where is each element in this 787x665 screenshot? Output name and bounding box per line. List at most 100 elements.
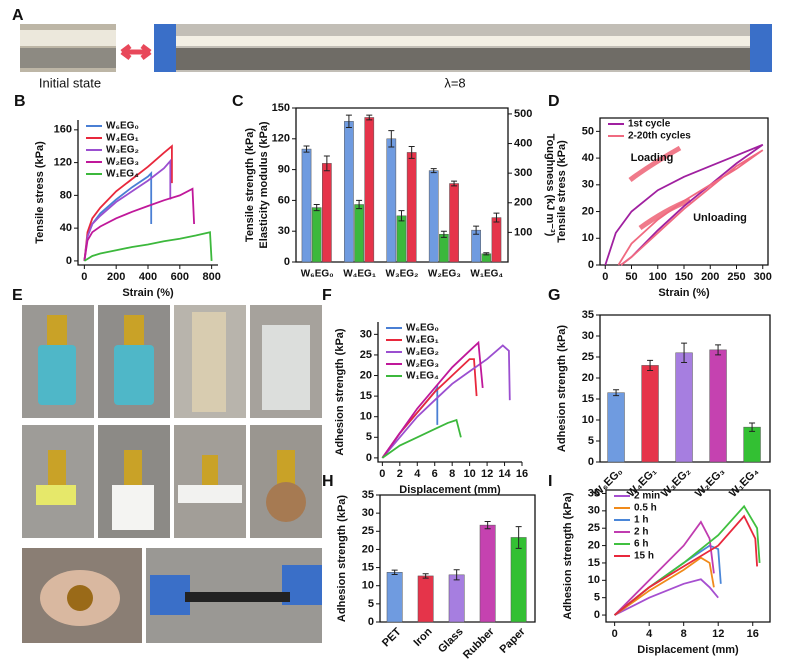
data-line bbox=[381, 418, 462, 459]
bar bbox=[406, 152, 417, 263]
x-tick-label: 12 bbox=[481, 468, 493, 480]
error-bar bbox=[484, 520, 491, 530]
y-tick-label: 30 bbox=[588, 505, 600, 517]
bar bbox=[448, 574, 465, 623]
x-tick-label: 800 bbox=[202, 271, 220, 283]
y-tick-label: 30 bbox=[360, 328, 372, 340]
tube bbox=[192, 312, 226, 412]
foam bbox=[112, 485, 154, 530]
legend-label: W₁EG₄ bbox=[106, 169, 139, 180]
x-tick-label: W₆EG₀ bbox=[301, 269, 334, 280]
bar bbox=[709, 349, 727, 463]
y-tick-label: 120 bbox=[272, 133, 290, 145]
y-tick-label: 90 bbox=[278, 164, 290, 176]
error-bar bbox=[453, 569, 460, 581]
error-bar bbox=[749, 422, 756, 432]
panel-label: D bbox=[548, 93, 560, 110]
bar bbox=[743, 426, 761, 463]
x-tick-label: W₁EG₄ bbox=[470, 269, 503, 280]
y-tick-label: 5 bbox=[368, 598, 374, 610]
x-tick-label: Glass bbox=[436, 626, 466, 656]
ruler bbox=[154, 48, 772, 70]
error-bar bbox=[391, 569, 398, 575]
error-bar bbox=[483, 252, 490, 256]
data-line bbox=[614, 514, 758, 616]
x-tick-label: 50 bbox=[625, 271, 637, 283]
data-line bbox=[83, 144, 173, 261]
y-tick-label: 120 bbox=[54, 157, 72, 169]
y2-tick-label: 200 bbox=[514, 197, 532, 209]
x-tick-label: Iron bbox=[411, 625, 434, 648]
cylinder bbox=[202, 455, 218, 485]
legend-label: W₁EG₄ bbox=[406, 371, 439, 382]
axis bbox=[599, 117, 769, 266]
arrow bbox=[120, 44, 152, 60]
x-axis-label: Displacement (mm) bbox=[637, 644, 739, 656]
sample bbox=[154, 36, 772, 46]
y2-axis-label: Toughness (kJ m⁻³) bbox=[544, 134, 556, 237]
caption: Initial state bbox=[39, 75, 101, 90]
y2-tick-label: 300 bbox=[514, 167, 532, 179]
bar bbox=[322, 163, 332, 263]
legend-label: 1 h bbox=[634, 515, 648, 526]
y-axis-label: Adhesion strength (kPa) bbox=[556, 325, 568, 452]
data-line bbox=[83, 231, 213, 262]
y-tick-label: 10 bbox=[360, 411, 372, 423]
x-tick-label: 0 bbox=[379, 468, 385, 480]
x-tick-label: 10 bbox=[464, 468, 476, 480]
panel-label: B bbox=[14, 93, 26, 110]
error-bar bbox=[408, 146, 415, 159]
annotation: Loading bbox=[631, 152, 674, 164]
x-tick-label: Paper bbox=[498, 625, 529, 656]
x-tick-label: 2 bbox=[397, 468, 403, 480]
data-line bbox=[614, 578, 719, 616]
bar bbox=[510, 537, 527, 623]
bar bbox=[417, 575, 434, 623]
bar bbox=[675, 352, 693, 463]
x-tick-label: 200 bbox=[107, 271, 125, 283]
legend-label: W₃EG₂ bbox=[406, 347, 439, 358]
x-axis-label: Displacement (mm) bbox=[399, 484, 501, 496]
y-tick-label: 50 bbox=[582, 125, 594, 137]
axis bbox=[77, 120, 218, 266]
legend-label: W₃EG₂ bbox=[106, 145, 139, 156]
error-bar bbox=[303, 145, 310, 153]
panel-label: C bbox=[232, 93, 244, 110]
y-tick-label: 25 bbox=[362, 525, 374, 537]
loading-arrow bbox=[628, 145, 682, 183]
axis bbox=[295, 107, 509, 263]
x-tick-label: 0 bbox=[81, 271, 87, 283]
data-line bbox=[614, 556, 715, 616]
y-axis-label: Adhesion strength (kPa) bbox=[562, 492, 574, 619]
y-tick-label: 35 bbox=[362, 489, 374, 501]
bar bbox=[479, 524, 496, 623]
bar bbox=[607, 392, 625, 463]
error-bar bbox=[451, 180, 458, 187]
panel-label: E bbox=[12, 287, 23, 304]
x-tick-label: 16 bbox=[747, 628, 759, 640]
y-tick-label: 0 bbox=[588, 259, 594, 271]
error-bar bbox=[366, 114, 373, 121]
x-tick-label: W₃EG₂ bbox=[386, 269, 419, 280]
y-tick-label: 15 bbox=[582, 393, 594, 405]
y-axis-label: Adhesion strength (kPa) bbox=[336, 495, 348, 622]
y-tick-label: 40 bbox=[582, 152, 594, 164]
y-axis-label: Tensile stress (kPa) bbox=[34, 141, 46, 244]
patch bbox=[67, 585, 93, 611]
bar bbox=[386, 138, 397, 263]
x-tick-label: 16 bbox=[516, 468, 528, 480]
y-tick-label: 60 bbox=[278, 194, 290, 206]
legend-label: W₆EG₀ bbox=[406, 323, 439, 334]
y-tick-label: 150 bbox=[272, 102, 290, 114]
cylinder bbox=[124, 450, 142, 485]
annotation: Unloading bbox=[693, 212, 747, 224]
y-tick-label: 10 bbox=[588, 574, 600, 586]
y-tick-label: 10 bbox=[582, 414, 594, 426]
error-bar bbox=[493, 212, 500, 223]
sample bbox=[20, 30, 116, 46]
legend-label: 2-20th cycles bbox=[628, 131, 691, 142]
legend-label: 2 min bbox=[634, 491, 660, 502]
bar bbox=[354, 204, 364, 263]
legend-label: W₆EG₀ bbox=[106, 121, 139, 132]
legend-label: 1st cycle bbox=[628, 119, 671, 130]
